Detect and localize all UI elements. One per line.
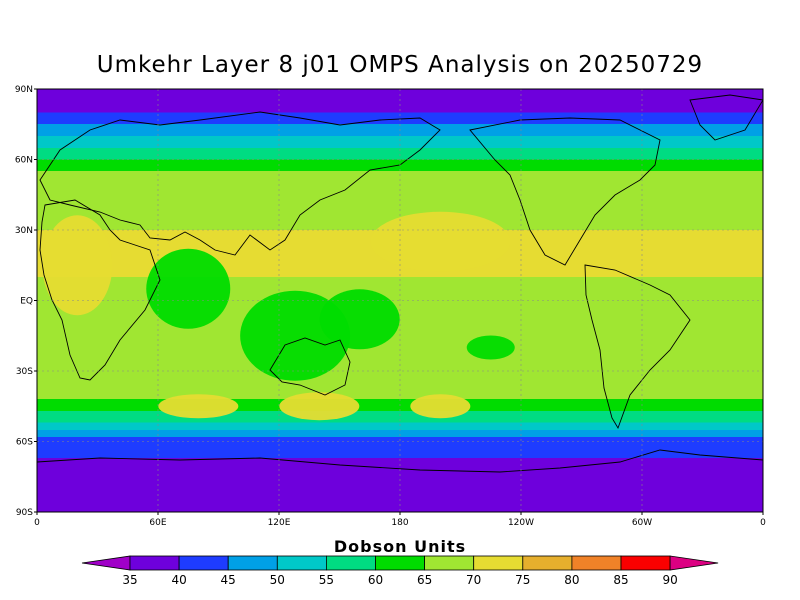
colorbar-segment xyxy=(620,555,671,571)
colorbar-segment xyxy=(227,555,278,571)
colorbar-label: 50 xyxy=(270,573,285,587)
feature-layer xyxy=(42,211,515,421)
colorbar-label: 85 xyxy=(613,573,628,587)
colorbar-segment xyxy=(424,555,475,571)
lat-tick-label: EQ xyxy=(20,297,33,307)
lat-tick-label: 60N xyxy=(15,156,33,166)
colorbar-label: 45 xyxy=(221,573,236,587)
colorbar-label: 55 xyxy=(319,573,334,587)
coast-africa xyxy=(39,199,161,381)
coast-north-america xyxy=(469,117,661,266)
coast-antarctica xyxy=(37,449,763,473)
colorbar-label: 75 xyxy=(515,573,530,587)
lat-tick-label: 90N xyxy=(15,85,33,95)
coast-greenland xyxy=(689,94,763,141)
coast-south-america xyxy=(584,264,691,430)
colorbar-segment xyxy=(522,555,573,571)
ozone-feature-4 xyxy=(370,211,511,272)
ozone-feature-8 xyxy=(410,394,471,419)
colorbar-segment xyxy=(473,555,524,571)
colorbar-label: 60 xyxy=(368,573,383,587)
colorbar-label: 70 xyxy=(466,573,481,587)
colorbar-arrow-high xyxy=(669,555,719,571)
lat-labels: 90N 60N 30N EQ 30S 60S 90S xyxy=(15,85,37,518)
lat-tick-label: 30N xyxy=(15,226,33,236)
colorbar-label: 40 xyxy=(171,573,186,587)
colorbar-label: 90 xyxy=(662,573,677,587)
lon-tick-label: 0 xyxy=(760,518,766,528)
lon-tick-label: 0 xyxy=(34,518,40,528)
ozone-feature-6 xyxy=(158,394,239,419)
colorbar-segment xyxy=(178,555,229,571)
colorbar-segment xyxy=(571,555,622,571)
map-title: Umkehr Layer 8 j01 OMPS Analysis on 2025… xyxy=(96,52,704,78)
ozone-feature-5 xyxy=(42,215,113,316)
colorbar-segment xyxy=(325,555,376,571)
lon-tick-label: 60W xyxy=(632,518,652,528)
colorbar-segment xyxy=(276,555,327,571)
lat-tick-label: 30S xyxy=(16,367,33,377)
lon-tick-label: 120E xyxy=(268,518,291,528)
ozone-feature-0 xyxy=(146,248,231,329)
coastlines xyxy=(37,94,763,473)
lon-tick-label: 60E xyxy=(149,518,166,528)
lat-tick-label: 90S xyxy=(16,508,33,518)
coast-australia xyxy=(269,337,351,396)
lon-tick-label: 120W xyxy=(508,518,534,528)
colorbar-label: 80 xyxy=(564,573,579,587)
ozone-feature-2 xyxy=(319,289,400,350)
coast-eurasia xyxy=(39,111,441,256)
colorbar-arrow-low xyxy=(81,555,131,571)
colorbar-label: 35 xyxy=(122,573,137,587)
ozone-feature-7 xyxy=(279,392,360,421)
lon-tick-label: 180 xyxy=(391,518,408,528)
ozone-feature-3 xyxy=(466,335,515,360)
colorbar-segment xyxy=(375,555,425,571)
lon-labels: 0 60E 120E 180 120W 60W 0 xyxy=(34,512,766,528)
colorbar-title: Dobson Units xyxy=(333,537,467,556)
lat-tick-label: 60S xyxy=(16,438,33,448)
grid-lines xyxy=(37,89,763,512)
colorbar-label: 65 xyxy=(417,573,432,587)
colorbar-segment xyxy=(129,555,180,571)
colorbar: 35 40 45 50 55 60 65 70 75 80 85 90 xyxy=(81,555,719,587)
